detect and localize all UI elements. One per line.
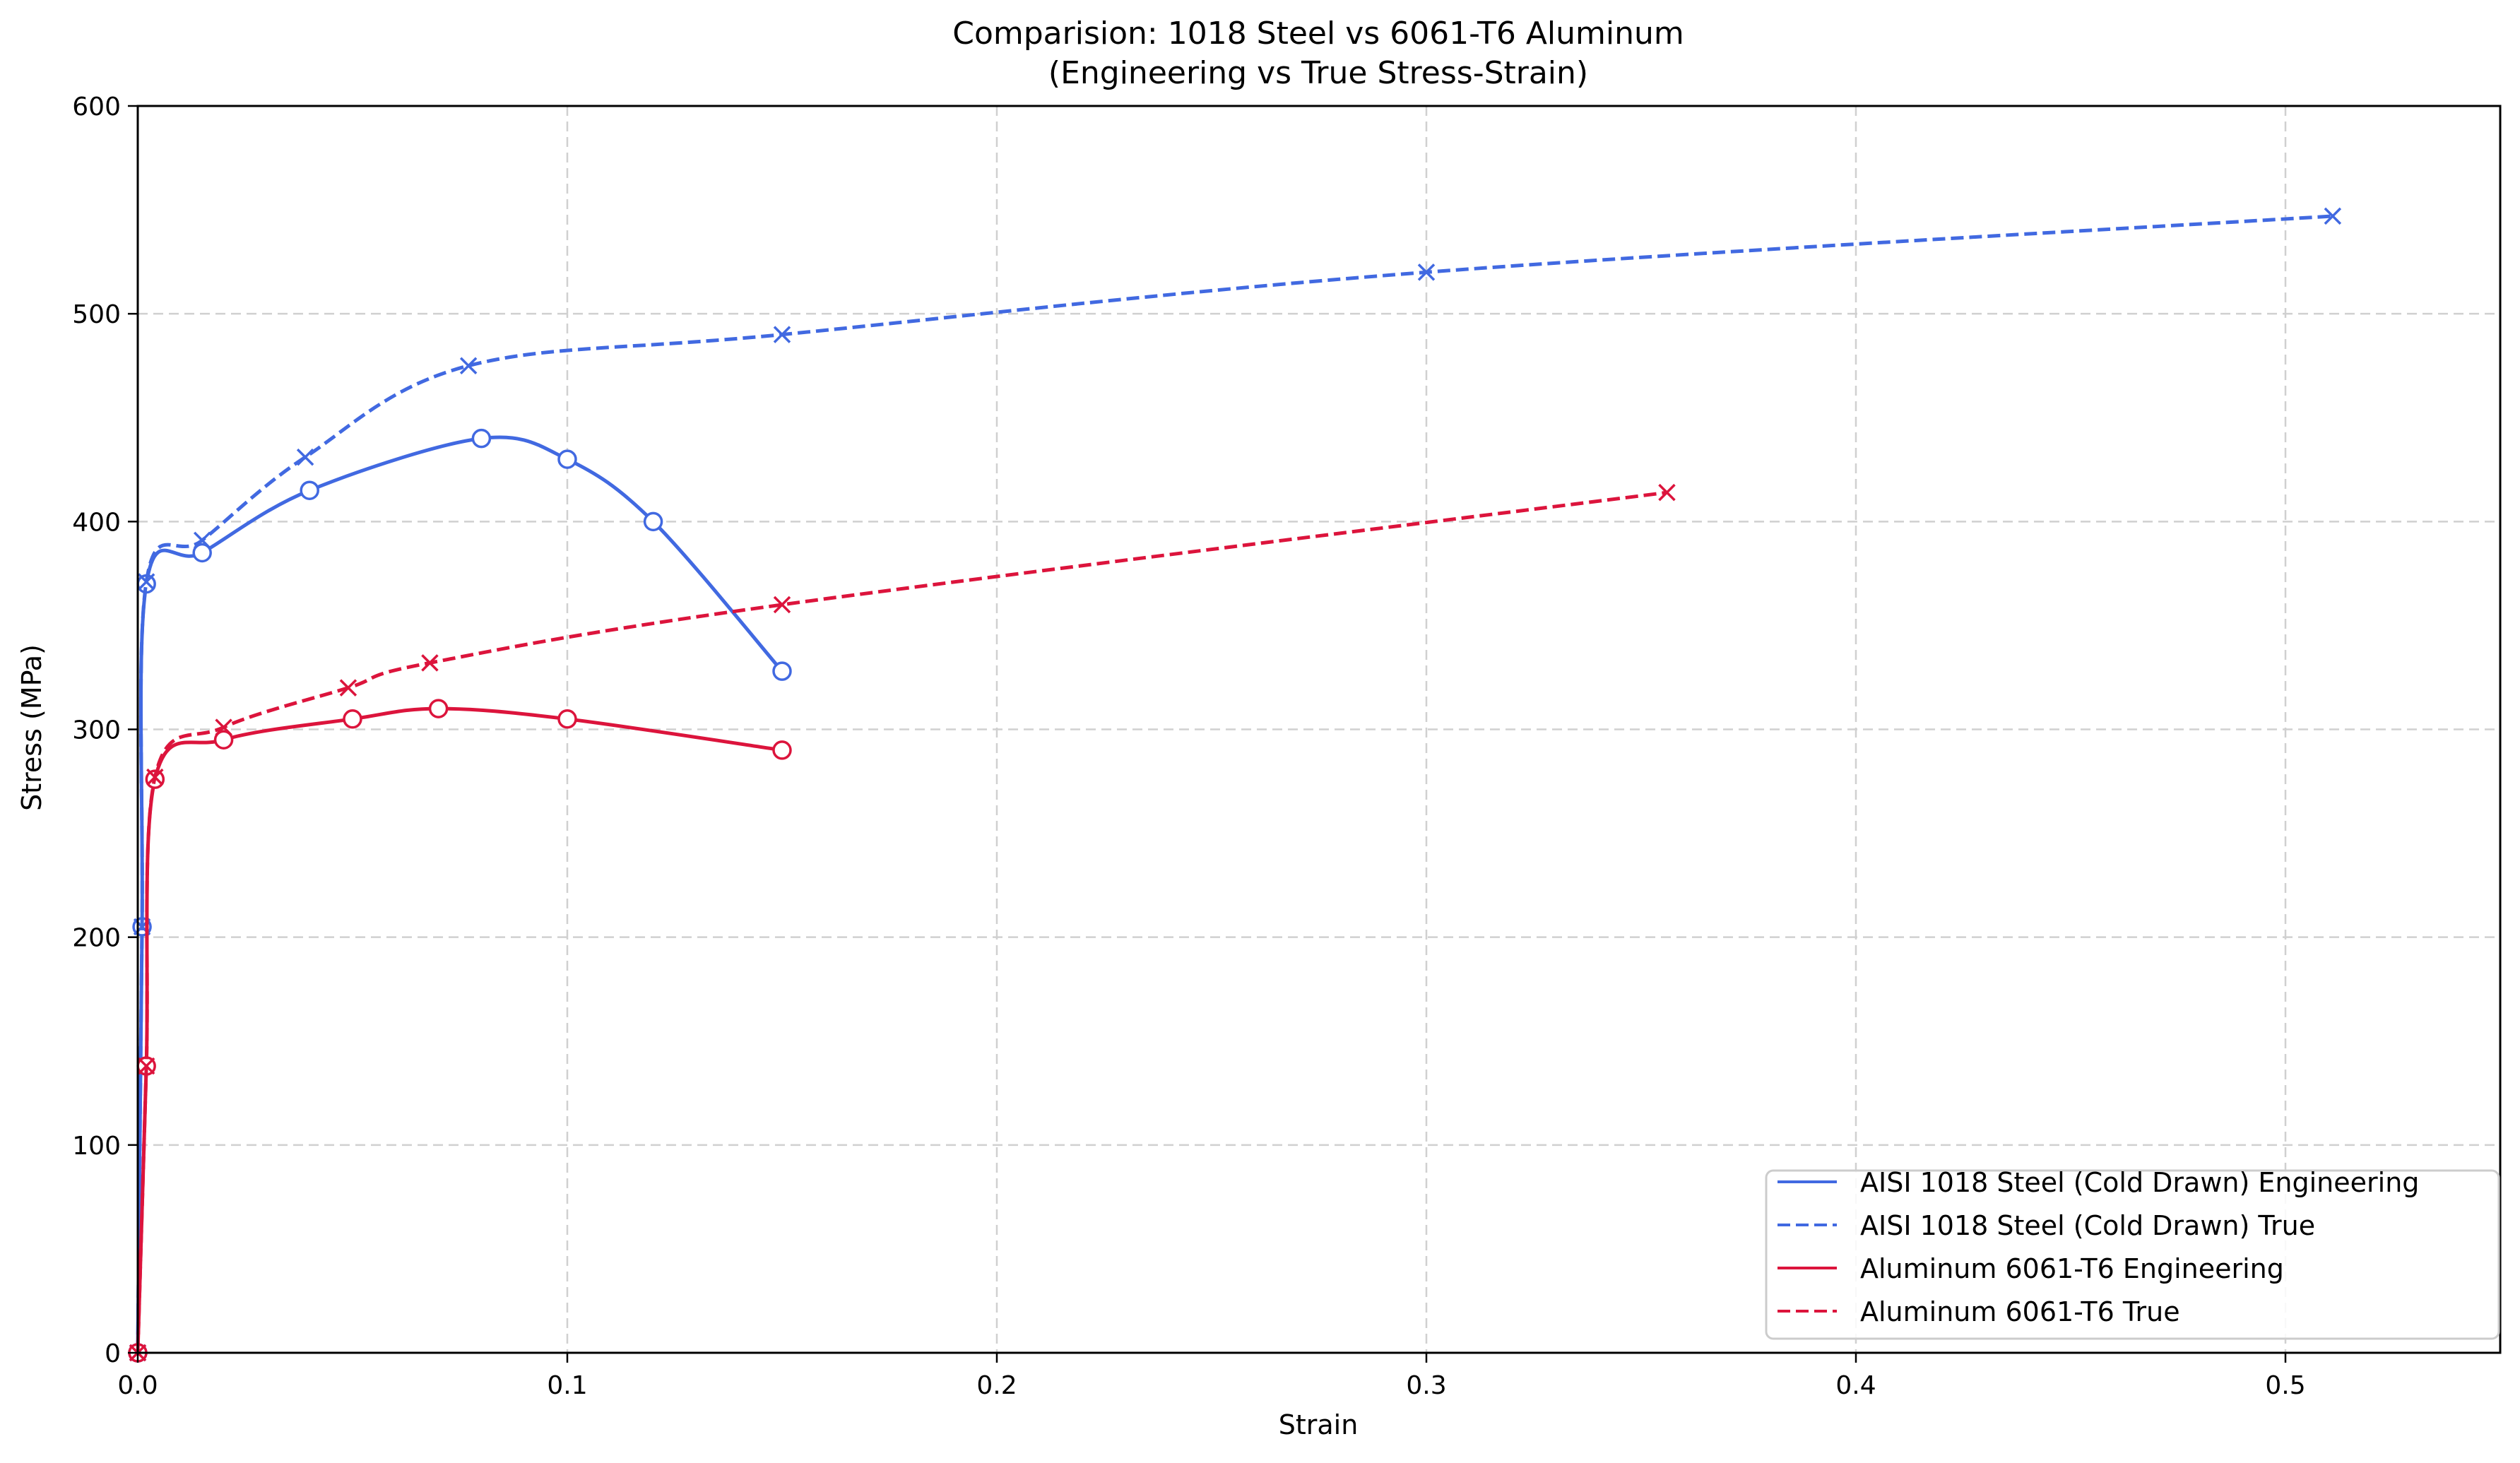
series-line	[136, 490, 1667, 1354]
x-marker-icon	[146, 768, 164, 786]
x-marker-icon	[773, 326, 791, 343]
x-axis-label: Strain	[1279, 1409, 1359, 1440]
legend-label: AISI 1018 Steel (Cold Drawn) True	[1860, 1210, 2315, 1241]
circle-marker-icon	[300, 480, 319, 500]
x-tick-label: 0.1	[547, 1371, 587, 1400]
x-axis-ticks: 0.0 0.1 0.2 0.3 0.4 0.5	[117, 1353, 2306, 1400]
legend-label: AISI 1018 Steel (Cold Drawn) Engineering	[1860, 1167, 2419, 1198]
x-marker-icon	[2324, 207, 2342, 225]
legend: AISI 1018 Steel (Cold Drawn) Engineering…	[1765, 1167, 2500, 1340]
circle-marker-icon	[772, 661, 792, 681]
circle-marker-icon	[643, 511, 663, 532]
circle-marker-icon	[557, 449, 577, 469]
y-tick-label: 100	[72, 1132, 121, 1161]
x-marker-icon	[421, 654, 439, 672]
legend-item-aluminum-engineering: Aluminum 6061-T6 Engineering	[1777, 1253, 2284, 1284]
grid-lines	[136, 105, 2500, 1354]
x-marker-icon	[193, 531, 211, 550]
y-tick-label: 500	[72, 300, 121, 329]
circle-marker-icon	[213, 730, 234, 750]
circle-marker-icon	[192, 543, 212, 563]
legend-item-steel-engineering: AISI 1018 Steel (Cold Drawn) Engineering	[1777, 1167, 2419, 1198]
x-tick-label: 0.4	[1835, 1371, 1876, 1400]
series-2	[128, 699, 792, 1363]
x-tick-label: 0.5	[2265, 1371, 2305, 1400]
series-line	[136, 706, 783, 1354]
y-axis-ticks: 0 100 200 300 400 500 600	[72, 93, 138, 1368]
circle-marker-icon	[557, 709, 577, 729]
series-line	[136, 435, 783, 1354]
circle-marker-icon	[471, 428, 492, 449]
series-0	[128, 428, 792, 1363]
x-marker-icon	[1417, 263, 1436, 281]
y-axis-label: Stress (MPa)	[16, 644, 47, 811]
legend-item-steel-true: AISI 1018 Steel (Cold Drawn) True	[1777, 1210, 2315, 1241]
circle-marker-icon	[772, 740, 792, 760]
y-tick-label: 400	[72, 508, 121, 537]
circle-marker-icon	[428, 699, 449, 718]
x-marker-icon	[296, 448, 314, 466]
x-marker-icon	[137, 1057, 155, 1075]
chart-title: Comparision: 1018 Steel vs 6061-T6 Alumi…	[952, 16, 1684, 52]
y-tick-label: 300	[72, 716, 121, 745]
x-marker-icon	[773, 596, 791, 614]
x-tick-label: 0.2	[976, 1371, 1017, 1400]
x-marker-icon	[1658, 483, 1676, 502]
legend-item-aluminum-true: Aluminum 6061-T6 True	[1777, 1296, 2180, 1327]
y-tick-label: 600	[72, 93, 121, 122]
legend-label: Aluminum 6061-T6 Engineering	[1860, 1253, 2284, 1284]
x-marker-icon	[339, 679, 357, 697]
x-marker-icon	[459, 357, 478, 374]
legend-box	[1765, 1169, 2500, 1340]
x-tick-label: 0.3	[1406, 1371, 1446, 1400]
x-marker-icon	[137, 573, 155, 591]
chart-subtitle: (Engineering vs True Stress-Strain)	[1048, 55, 1588, 91]
y-tick-label: 0	[105, 1339, 121, 1368]
series-line	[136, 214, 2333, 1354]
legend-label: Aluminum 6061-T6 True	[1860, 1296, 2180, 1327]
x-tick-label: 0.0	[117, 1371, 158, 1400]
x-marker-icon	[215, 718, 232, 736]
circle-marker-icon	[343, 709, 362, 729]
series-3	[129, 483, 1676, 1362]
y-tick-label: 200	[72, 924, 121, 953]
